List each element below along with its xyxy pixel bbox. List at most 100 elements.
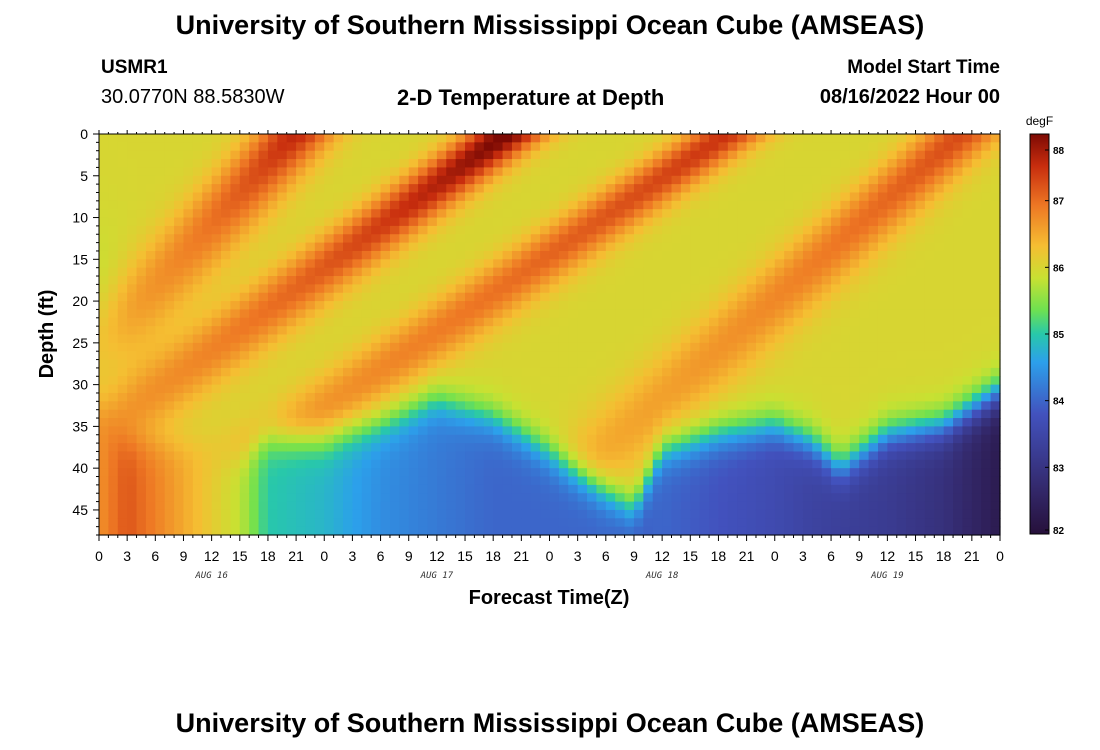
heatmap-cell bbox=[436, 276, 447, 285]
heatmap-cell bbox=[361, 159, 372, 169]
heatmap-cell bbox=[962, 184, 973, 194]
heatmap-cell bbox=[680, 317, 691, 327]
heatmap-cell bbox=[877, 267, 888, 277]
heatmap-cell bbox=[981, 167, 992, 177]
heatmap-cell bbox=[117, 459, 128, 469]
heatmap-cell bbox=[971, 468, 982, 478]
heatmap-cell bbox=[436, 192, 447, 202]
heatmap-cell bbox=[314, 418, 325, 427]
heatmap-cell bbox=[455, 426, 466, 436]
heatmap-cell bbox=[568, 351, 579, 361]
heatmap-cell bbox=[361, 134, 372, 143]
heatmap-cell bbox=[727, 184, 738, 194]
heatmap-cell bbox=[183, 134, 194, 143]
heatmap-cell bbox=[568, 250, 579, 260]
heatmap-cell bbox=[202, 342, 213, 352]
heatmap-cell bbox=[267, 376, 278, 386]
heatmap-cell bbox=[436, 476, 447, 486]
heatmap-cell bbox=[530, 451, 541, 461]
heatmap-cell bbox=[530, 376, 541, 386]
heatmap-cell bbox=[296, 342, 307, 352]
heatmap-cell bbox=[267, 351, 278, 361]
heatmap-cell bbox=[662, 217, 673, 227]
heatmap-cell bbox=[755, 142, 766, 152]
heatmap-cell bbox=[765, 401, 776, 411]
heatmap-cell bbox=[587, 184, 598, 194]
heatmap-cell bbox=[136, 142, 147, 152]
heatmap-cell bbox=[802, 250, 813, 260]
heatmap-cell bbox=[399, 443, 410, 453]
x-day-label: AUG 16 bbox=[194, 571, 228, 581]
heatmap-cell bbox=[389, 476, 400, 486]
heatmap-cell bbox=[333, 301, 344, 311]
heatmap-cell bbox=[324, 367, 335, 377]
heatmap-cell bbox=[774, 250, 785, 260]
heatmap-cell bbox=[662, 150, 673, 160]
heatmap-cell bbox=[615, 376, 626, 386]
heatmap-cell bbox=[389, 518, 400, 528]
heatmap-cell bbox=[662, 159, 673, 169]
heatmap-cell bbox=[474, 359, 485, 369]
heatmap-cell bbox=[324, 242, 335, 252]
heatmap-cell bbox=[183, 342, 194, 352]
heatmap-cell bbox=[699, 250, 710, 260]
heatmap-cell bbox=[821, 242, 832, 252]
heatmap-cell bbox=[831, 217, 842, 227]
heatmap-cell bbox=[662, 292, 673, 302]
heatmap-cell bbox=[202, 276, 213, 285]
heatmap-cell bbox=[924, 334, 935, 344]
heatmap-cell bbox=[643, 334, 654, 344]
heatmap-cell bbox=[530, 468, 541, 478]
heatmap-cell bbox=[108, 468, 119, 478]
heatmap-cell bbox=[821, 292, 832, 302]
heatmap-cell bbox=[258, 167, 269, 177]
heatmap-cell bbox=[755, 284, 766, 294]
heatmap-cell bbox=[239, 476, 250, 486]
heatmap-cell bbox=[399, 426, 410, 436]
heatmap-cell bbox=[934, 392, 945, 402]
heatmap-cell bbox=[230, 150, 241, 160]
heatmap-cell bbox=[483, 409, 494, 419]
heatmap-cell bbox=[812, 276, 823, 285]
heatmap-cell bbox=[174, 175, 185, 185]
heatmap-cell bbox=[296, 459, 307, 469]
heatmap-cell bbox=[436, 426, 447, 436]
heatmap-cell bbox=[314, 476, 325, 486]
heatmap-cell bbox=[117, 359, 128, 369]
heatmap-cell bbox=[915, 376, 926, 386]
heatmap-cell bbox=[145, 326, 156, 336]
heatmap-cell bbox=[840, 259, 851, 269]
heatmap-cell bbox=[117, 301, 128, 311]
heatmap-cell bbox=[859, 259, 870, 269]
heatmap-cell bbox=[774, 225, 785, 235]
heatmap-cell bbox=[652, 409, 663, 419]
heatmap-cell bbox=[680, 159, 691, 169]
heatmap-cell bbox=[624, 468, 635, 478]
heatmap-cell bbox=[812, 342, 823, 352]
heatmap-cell bbox=[258, 267, 269, 277]
heatmap-cell bbox=[249, 451, 260, 461]
heatmap-cell bbox=[155, 234, 166, 244]
heatmap-cell bbox=[568, 292, 579, 302]
heatmap-cell bbox=[540, 426, 551, 436]
x-day-label: AUG 17 bbox=[420, 571, 454, 581]
heatmap-cell bbox=[455, 159, 466, 169]
heatmap-cell bbox=[558, 217, 569, 227]
heatmap-cell bbox=[136, 276, 147, 285]
heatmap-cell bbox=[408, 234, 419, 244]
heatmap-cell bbox=[577, 242, 588, 252]
heatmap-cell bbox=[474, 518, 485, 528]
heatmap-cell bbox=[446, 501, 457, 511]
heatmap-cell bbox=[812, 234, 823, 244]
heatmap-cell bbox=[680, 200, 691, 210]
heatmap-cell bbox=[324, 317, 335, 327]
heatmap-cell bbox=[108, 234, 119, 244]
heatmap-cell bbox=[877, 468, 888, 478]
heatmap-cell bbox=[127, 242, 138, 252]
heatmap-cell bbox=[108, 367, 119, 377]
heatmap-cell bbox=[877, 175, 888, 185]
heatmap-cell bbox=[521, 392, 532, 402]
heatmap-cell bbox=[633, 134, 644, 143]
heatmap-cell bbox=[699, 418, 710, 427]
heatmap-cell bbox=[361, 451, 372, 461]
